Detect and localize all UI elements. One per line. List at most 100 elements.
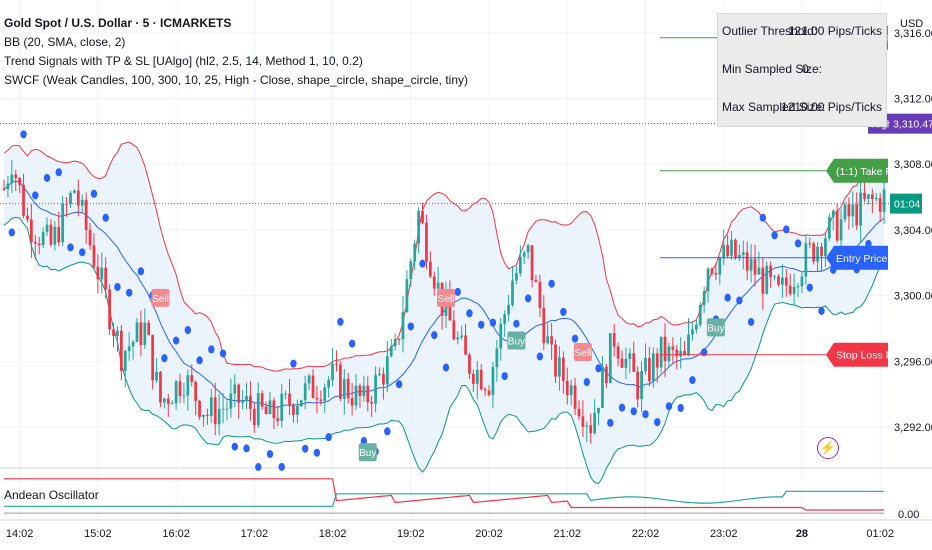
candle-body bbox=[143, 322, 147, 346]
candle-body bbox=[123, 351, 127, 371]
candle-body bbox=[456, 337, 460, 340]
candle-body bbox=[61, 203, 65, 243]
candle-body bbox=[155, 371, 158, 381]
candle-body bbox=[260, 393, 264, 407]
candle-body bbox=[573, 385, 577, 409]
sell-signal-label: Sell bbox=[438, 294, 455, 305]
legend-swcf[interactable]: SWCF (Weak Candles, 100, 300, 10, 25, Hi… bbox=[4, 73, 468, 87]
candle-body bbox=[174, 381, 178, 404]
y-tick-label: 3,312.00 bbox=[894, 94, 932, 106]
candle-body bbox=[464, 335, 467, 355]
candle-body bbox=[272, 400, 276, 419]
candle-body bbox=[159, 371, 162, 403]
candle-body bbox=[354, 385, 358, 406]
trend-dot bbox=[172, 336, 180, 345]
candle-body bbox=[878, 197, 882, 212]
oscillator-bear-line bbox=[4, 478, 885, 511]
candle-body bbox=[10, 174, 14, 184]
candle-body bbox=[585, 425, 589, 427]
candle-body bbox=[374, 375, 377, 404]
sell-signal bbox=[573, 343, 592, 362]
candle-body bbox=[593, 412, 597, 434]
candle-body bbox=[49, 224, 53, 245]
trend-dot bbox=[360, 437, 368, 446]
trend-dot bbox=[524, 294, 532, 303]
candle-body bbox=[558, 357, 561, 377]
candle-body bbox=[515, 273, 518, 281]
legend-bb[interactable]: BB (20, SMA, close, 2) bbox=[4, 35, 126, 49]
candle-body bbox=[292, 405, 295, 415]
osc-tick-label: 0.00 bbox=[898, 509, 919, 521]
trend-dot bbox=[478, 320, 485, 329]
trend-dot bbox=[689, 376, 696, 385]
oscillator-bull-line bbox=[4, 490, 885, 507]
candle-body bbox=[409, 261, 413, 280]
candle-body bbox=[393, 339, 397, 347]
candle-body bbox=[518, 256, 522, 274]
candle-body bbox=[741, 252, 745, 256]
candle-body bbox=[84, 199, 88, 231]
candle-body bbox=[577, 408, 581, 417]
trend-dot bbox=[489, 318, 497, 327]
trend-dot bbox=[125, 288, 133, 297]
candle-body bbox=[722, 244, 726, 259]
trend-dot bbox=[548, 279, 555, 288]
candle-body bbox=[57, 226, 61, 243]
trend-dot bbox=[642, 410, 649, 419]
candle-body bbox=[100, 267, 104, 280]
candle-body bbox=[151, 334, 155, 381]
candle-body bbox=[612, 333, 616, 347]
high-price-label: 3,310.47 bbox=[893, 119, 932, 131]
candle-body bbox=[104, 267, 108, 290]
candle-body bbox=[475, 369, 479, 384]
candle-body bbox=[710, 268, 714, 274]
high-price-tag bbox=[890, 113, 932, 134]
x-tick-label: 15:02 bbox=[84, 528, 112, 540]
buy-signal-label: Buy bbox=[508, 337, 525, 348]
candle-body bbox=[249, 395, 252, 409]
y-tick-label: 3,296.00 bbox=[894, 356, 932, 368]
candle-body bbox=[37, 243, 41, 246]
candle-body bbox=[41, 231, 45, 246]
candle-body bbox=[425, 222, 428, 262]
candle-body bbox=[530, 245, 534, 281]
candle-body bbox=[698, 304, 702, 325]
trend-dot bbox=[607, 418, 614, 427]
current-time-tag bbox=[890, 193, 922, 214]
candle-body bbox=[777, 276, 780, 285]
trend-dot bbox=[348, 339, 356, 348]
bb-upper-band bbox=[3, 141, 885, 372]
candle-body bbox=[69, 192, 72, 205]
candle-body bbox=[816, 246, 819, 262]
lightning-icon[interactable]: ⚡ bbox=[817, 437, 839, 459]
candle-body bbox=[18, 178, 22, 185]
candle-body bbox=[487, 390, 491, 395]
symbol-title[interactable]: Gold Spot / U.S. Dollar · 5 · ICMARKETS bbox=[4, 16, 232, 30]
sell-signal-label: Sell bbox=[152, 294, 169, 305]
candle-body bbox=[323, 387, 327, 401]
stat-row: Min Sampled Size: 0. bbox=[722, 58, 882, 82]
oscillator-title[interactable]: Andean Oscillator bbox=[4, 488, 99, 502]
candle-body bbox=[460, 335, 464, 338]
candle-body bbox=[315, 397, 319, 400]
trend-dot bbox=[794, 239, 802, 248]
candle-body bbox=[843, 204, 847, 220]
candle-body bbox=[538, 281, 542, 309]
candle-body bbox=[769, 265, 773, 278]
candle-body bbox=[651, 353, 655, 382]
candle-body bbox=[225, 408, 229, 410]
trend-dot bbox=[536, 352, 544, 361]
trend-dot bbox=[771, 231, 778, 240]
sell-signal-label: Sell bbox=[575, 348, 592, 359]
y-tick-label: 3,316.00 bbox=[894, 28, 932, 40]
trend-dot bbox=[114, 283, 121, 292]
candle-body bbox=[2, 188, 6, 190]
candle-body bbox=[127, 346, 131, 352]
tp1-label: (1:1) Take Profi bbox=[836, 166, 907, 178]
trend-dot bbox=[466, 309, 473, 318]
x-tick-label: 01:02 bbox=[866, 528, 894, 540]
candle-body bbox=[389, 346, 393, 357]
trend-dot bbox=[560, 307, 567, 316]
candle-body bbox=[827, 216, 831, 239]
legend-trend-signals[interactable]: Trend Signals with TP & SL [UAlgo] (hl2,… bbox=[4, 54, 363, 68]
